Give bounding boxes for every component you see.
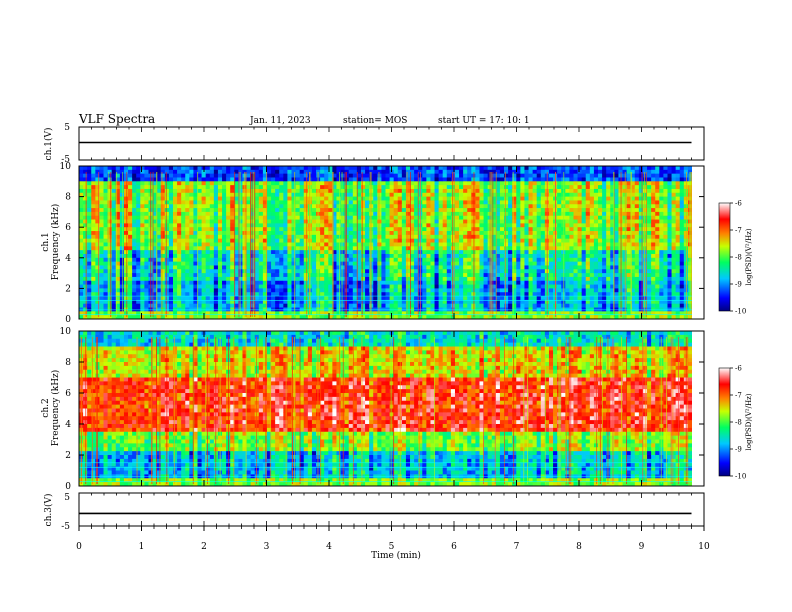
freq-tick-label: 8 <box>65 358 71 368</box>
ch1-spectrogram-axis: 0 2 4 6 8 10 <box>60 162 705 325</box>
time-axis-label: Time (min) <box>371 550 421 561</box>
time-tick-label: 0 <box>76 542 82 552</box>
freq-tick-label: 2 <box>65 284 71 294</box>
freq-tick-label: 0 <box>65 315 71 325</box>
ch3-ytick-top: 5 <box>64 493 70 503</box>
time-tick-label: 6 <box>451 542 457 552</box>
time-tick-label: 4 <box>326 542 332 552</box>
ch2-spectrogram-axis: 0 2 4 6 8 10 <box>60 327 705 492</box>
ch1-ytick-top: 5 <box>64 123 70 133</box>
time-tick-label: 5 <box>389 542 395 552</box>
time-tick-label: 2 <box>201 542 207 552</box>
colorbar-tick-label: -6 <box>735 365 742 373</box>
freq-tick-label: 4 <box>65 420 71 430</box>
ch1-spectrogram <box>79 166 704 320</box>
ch3-waveform-ticks <box>78 493 705 526</box>
ch1-colorbar-label: log(PSD)(V²/Hz) <box>745 228 753 285</box>
date-label: Jan. 11, 2023 <box>249 116 311 126</box>
freq-tick-label: 0 <box>65 482 71 492</box>
freq-tick-label: 2 <box>65 451 71 461</box>
ch1-colorbar <box>718 202 731 312</box>
time-tick-label: 9 <box>639 542 645 552</box>
ch2-colorbar-ticks: -6 -7 -8 -9 -10 <box>730 365 746 481</box>
colorbar-tick-label: -9 <box>735 281 742 289</box>
ch2-colorbar-label: log(PSD)(V²/Hz) <box>745 393 753 450</box>
ch1-ytick-bottom: -5 <box>61 155 70 165</box>
ch3-waveform-ylabel: ch.3(V) <box>43 494 54 527</box>
ch2-spectrogram-panel: 0 2 4 6 8 10 ch.2 Frequency (kHz) -6 -7 -8 -9 -10… <box>41 327 753 492</box>
ch3-waveform-panel: 5 -5 ch.3(V) <box>43 492 705 532</box>
freq-tick-label: 6 <box>65 389 71 399</box>
colorbar-tick-label: -7 <box>735 392 742 400</box>
colorbar-tick-label: -7 <box>735 227 742 235</box>
ch3-ytick-bottom: -5 <box>61 522 70 532</box>
time-tick-label: 8 <box>576 542 582 552</box>
colorbar-tick-label: -8 <box>735 419 742 427</box>
station-label: station= MOS <box>343 116 407 126</box>
colorbar-tick-label: -10 <box>735 308 746 316</box>
freq-tick-label: 4 <box>65 254 71 264</box>
ch2-spectrogram <box>79 331 704 487</box>
colorbar-tick-label: -10 <box>735 473 746 481</box>
ch1-waveform-ticks <box>78 127 705 160</box>
ch1-colorbar-ticks: -6 -7 -8 -9 -10 <box>730 200 746 316</box>
colorbar-tick-label: -8 <box>735 254 742 262</box>
colorbar-tick-label: -6 <box>735 200 742 208</box>
time-axis: 0 1 2 3 4 5 6 7 8 9 10 <box>76 526 710 552</box>
ch2-spectrogram-ylabel-frequency: Frequency (kHz) <box>50 370 61 447</box>
time-tick-label: 3 <box>264 542 270 552</box>
start-time-label: start UT = 17: 10: 1 <box>438 116 530 126</box>
freq-tick-label: 10 <box>60 162 72 172</box>
time-tick-label: 10 <box>698 542 710 552</box>
ch1-waveform-panel: 5 -5 ch.1(V) <box>43 123 705 165</box>
freq-tick-label: 6 <box>65 223 71 233</box>
freq-tick-label: 8 <box>65 193 71 203</box>
time-tick-label: 1 <box>139 542 145 552</box>
figure-title: VLF Spectra <box>78 112 155 126</box>
ch2-spectrogram-ylabel-channel: ch.2 <box>41 398 51 417</box>
colorbar-tick-label: -9 <box>735 446 742 454</box>
ch1-waveform-frame <box>78 126 705 161</box>
time-tick-label: 7 <box>514 542 520 552</box>
ch1-spectrogram-ylabel-channel: ch.1 <box>41 232 51 251</box>
ch1-spectrogram-ylabel-frequency: Frequency (kHz) <box>50 204 61 281</box>
ch1-spectrogram-panel: 0 2 4 6 8 10 ch.1 Frequency (kHz) -6 -7 -8 -9 -10… <box>41 162 753 325</box>
ch3-waveform-frame <box>78 492 705 527</box>
freq-tick-label: 10 <box>60 327 72 337</box>
ch2-colorbar <box>718 367 731 477</box>
ch1-waveform-ylabel: ch.1(V) <box>43 128 54 161</box>
